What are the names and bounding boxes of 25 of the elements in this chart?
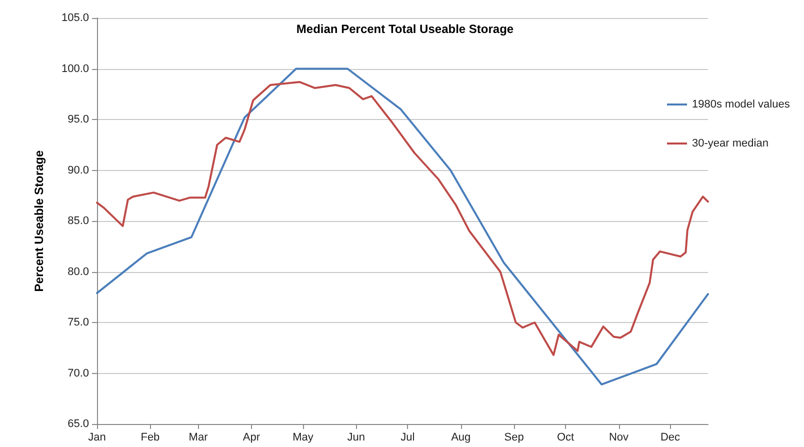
- x-tick-label: Sep: [504, 432, 524, 444]
- x-tick-label: Jul: [400, 432, 415, 444]
- y-tick-label: 80.0: [68, 266, 89, 278]
- x-tick-label: Nov: [608, 432, 630, 444]
- chart-title: Median Percent Total Useable Storage: [296, 22, 514, 36]
- y-tick-label: 95.0: [68, 114, 89, 126]
- y-tick-label: 100.0: [61, 62, 89, 75]
- x-tick-label: May: [292, 432, 314, 444]
- x-tick-label: Jun: [347, 432, 366, 444]
- x-tick-label: Jan: [88, 432, 106, 444]
- x-tick-label: Apr: [242, 432, 260, 444]
- x-tick-label: Mar: [188, 432, 208, 444]
- y-tick-label: 105.0: [61, 12, 89, 24]
- y-tick-label: 85.0: [68, 215, 89, 227]
- legend-label: 30-year median: [692, 138, 768, 150]
- x-tick-label: Oct: [556, 432, 574, 444]
- y-axis-title: Percent Useable Storage: [32, 150, 46, 292]
- x-tick-label: Dec: [660, 432, 681, 444]
- x-tick-label: Aug: [451, 432, 471, 444]
- y-tick-label: 70.0: [68, 367, 89, 380]
- x-tick-label: Feb: [140, 432, 160, 444]
- y-tick-label: 75.0: [68, 316, 89, 328]
- y-tick-label: 65.0: [68, 418, 89, 430]
- y-tick-label: 90.0: [68, 164, 89, 176]
- legend-label: 1980s model values: [692, 98, 790, 110]
